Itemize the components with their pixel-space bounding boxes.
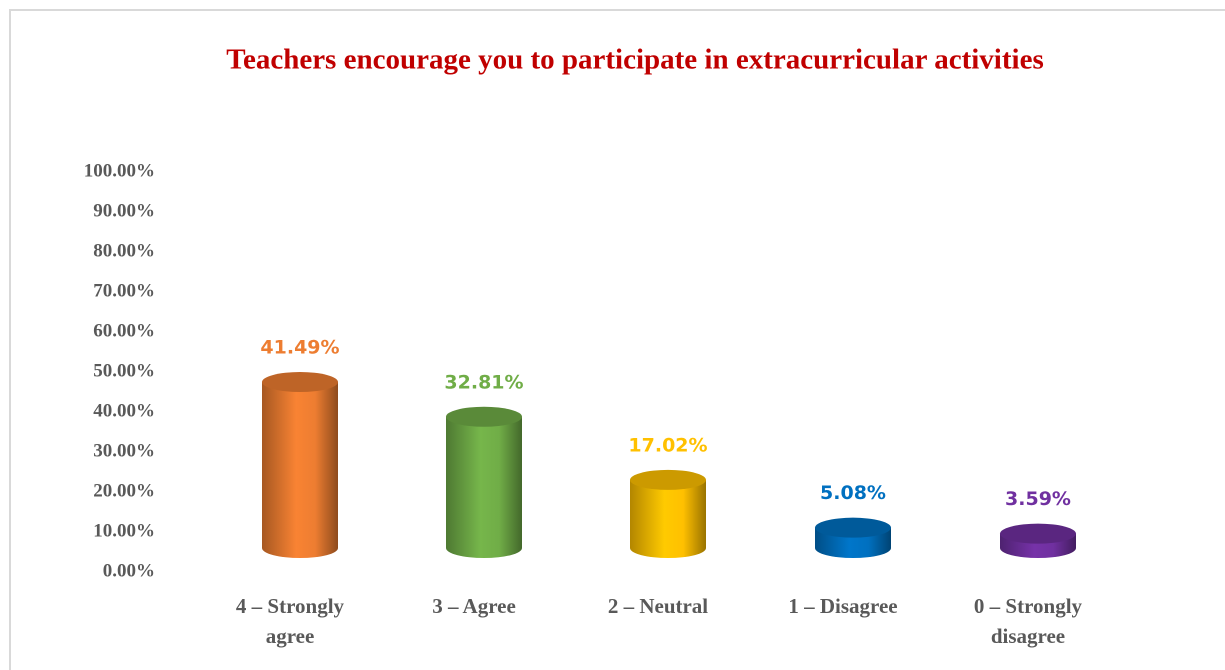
y-tick-label: 0.00% <box>103 560 155 581</box>
chart-frame <box>9 9 1225 670</box>
cylinder-top <box>815 517 891 538</box>
x-tick-label: 0 – Strongly disagree <box>973 594 1083 648</box>
value-label: 5.08% <box>820 482 886 504</box>
x-tick-label: 1 – Disagree <box>788 594 898 618</box>
y-tick-label: 20.00% <box>93 480 155 501</box>
value-label: 32.81% <box>444 371 523 393</box>
y-tick-label: 30.00% <box>93 440 155 461</box>
y-tick-label: 90.00% <box>93 200 155 221</box>
y-tick-label: 60.00% <box>93 320 155 341</box>
cylinder-top <box>262 372 338 393</box>
cylinder-top <box>630 469 706 490</box>
x-tick-label: 3 – Agree <box>432 594 516 618</box>
x-tick-label: 2 – Neutral <box>607 594 709 618</box>
bar <box>446 416 522 548</box>
value-label: 17.02% <box>628 434 707 456</box>
y-tick-label: 10.00% <box>93 520 155 541</box>
chart-title: Teachers encourage you to participate in… <box>226 44 1043 76</box>
x-tick-label: 4 – Strongly agree <box>235 594 345 648</box>
y-tick-label: 80.00% <box>93 240 155 261</box>
y-tick-label: 40.00% <box>93 400 155 421</box>
cylinder-top <box>1000 523 1076 544</box>
bar <box>630 479 706 548</box>
y-tick-label: 100.00% <box>84 160 155 181</box>
value-label: 3.59% <box>1005 488 1071 510</box>
y-tick-label: 70.00% <box>93 280 155 301</box>
bar <box>262 382 338 548</box>
value-label: 41.49% <box>260 337 339 359</box>
cylinder-top <box>446 406 522 427</box>
y-tick-label: 50.00% <box>93 360 155 381</box>
